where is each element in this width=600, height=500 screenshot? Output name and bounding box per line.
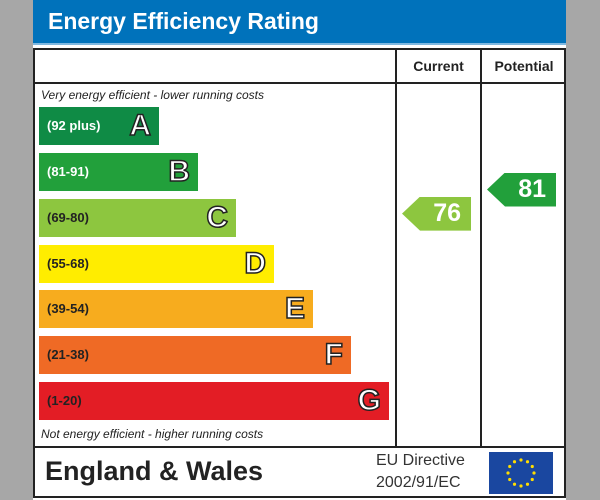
band-g: (1-20) G [39, 382, 389, 420]
band-range: (21-38) [47, 347, 89, 362]
star-icon [512, 482, 517, 486]
band-a: (92 plus) A [39, 107, 159, 145]
band-letter: B [168, 154, 191, 189]
band-letter: E [284, 291, 306, 326]
directive-line2: 2002/91/EC [376, 474, 461, 491]
band-b: (81-91) B [39, 153, 198, 191]
rating-table: Current Potential Very energy efficient … [33, 48, 566, 498]
band-letter: D [244, 246, 267, 281]
divider [35, 446, 566, 448]
band-range: (55-68) [47, 256, 89, 271]
current-rating-value: 76 [433, 198, 461, 227]
band-range: (39-54) [47, 301, 89, 316]
epc-chart: Energy Efficiency Rating Current Potenti… [33, 0, 566, 500]
divider [395, 50, 397, 448]
band-letter: G [357, 383, 382, 418]
band-e: (39-54) E [39, 290, 313, 328]
chart-title: Energy Efficiency Rating [48, 8, 319, 34]
top-note: Very energy efficient - lower running co… [41, 88, 264, 102]
current-header: Current [413, 58, 464, 74]
star-icon [508, 477, 512, 482]
bottom-note: Not energy efficient - higher running co… [41, 427, 264, 441]
band-letter: F [324, 337, 344, 372]
band-letter: C [206, 200, 229, 235]
band-f: (21-38) F [39, 336, 351, 374]
star-icon [530, 477, 534, 482]
region-label: England & Wales [45, 456, 264, 486]
band-range: (81-91) [47, 164, 89, 179]
band-range: (92 plus) [47, 118, 101, 133]
potential-rating-arrow: 81 [487, 172, 556, 207]
band-letter: A [129, 108, 152, 143]
star-icon [508, 464, 512, 469]
star-icon [532, 471, 536, 475]
eu-flag-icon [489, 452, 553, 494]
star-icon [519, 458, 523, 462]
star-icon [530, 464, 534, 469]
header: Energy Efficiency Rating [33, 0, 566, 45]
divider [35, 82, 566, 84]
potential-rating-value: 81 [518, 174, 546, 203]
star-icon [506, 471, 510, 475]
star-icon [512, 460, 517, 464]
directive-line1: EU Directive [376, 452, 465, 469]
star-icon [519, 484, 523, 488]
band-d: (55-68) D [39, 245, 274, 283]
band-range: (69-80) [47, 210, 89, 225]
star-icon [525, 482, 530, 486]
band-c: (69-80) C [39, 199, 236, 237]
divider [480, 50, 482, 448]
potential-header: Potential [494, 58, 554, 74]
star-icon [525, 460, 530, 464]
band-range: (1-20) [47, 393, 82, 408]
current-rating-arrow: 76 [402, 196, 471, 231]
